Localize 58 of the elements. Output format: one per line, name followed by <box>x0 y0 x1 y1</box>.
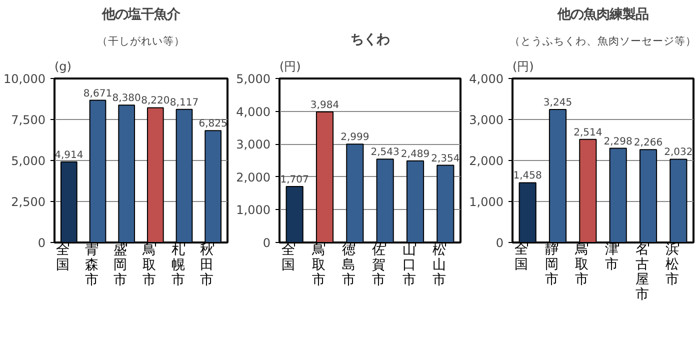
y-tick-label: 2,500 <box>11 195 46 209</box>
data-label: 6,825 <box>198 118 228 130</box>
x-tick-label: 松山市 <box>432 243 446 288</box>
x-tick-label: 鳥取市 <box>574 242 588 288</box>
data-label: 1,707 <box>280 174 309 186</box>
data-label: 2,266 <box>634 138 663 149</box>
x-tick-label: 秋田市 <box>200 243 214 288</box>
x-tick-label: 名古屋市 <box>635 242 648 302</box>
data-label: 8,380 <box>112 93 141 104</box>
data-label: 2,543 <box>370 147 400 158</box>
chart-title: 他の塩干魚介 <box>101 8 181 22</box>
x-tick-label: 鳥取市 <box>141 243 156 288</box>
y-tick-label: 0 <box>262 236 271 250</box>
y-axis-title: (円) <box>512 60 534 74</box>
x-tick-label: 札幌市 <box>171 243 184 288</box>
data-label: 2,514 <box>574 127 602 138</box>
y-tick-label: 1,000 <box>236 203 271 218</box>
data-label: 8,117 <box>170 97 199 108</box>
chart-subtitle: （干しがれい等） <box>97 34 185 48</box>
x-tick-label: 全国 <box>514 242 528 272</box>
x-tick-label: 佐賀市 <box>372 243 386 288</box>
x-tick-label: 津市 <box>605 242 618 272</box>
x-tick-label: 山口市 <box>402 243 416 288</box>
x-tick-label: 盛岡市 <box>114 243 127 288</box>
x-tick-label: 全国 <box>56 243 69 273</box>
y-tick-label: 1,000 <box>469 195 504 209</box>
x-tick-label: 静岡市 <box>544 242 558 288</box>
chart-title: 他の魚肉練製品 <box>556 8 648 22</box>
x-tick-label: 青森市 <box>84 243 98 288</box>
data-label: 2,032 <box>664 147 693 158</box>
y-tick-label: 10,000 <box>4 72 46 86</box>
y-tick-label: 0 <box>38 236 46 250</box>
data-label: 3,245 <box>543 97 572 108</box>
y-axis-title: (円) <box>280 60 301 74</box>
y-tick-label: 5,000 <box>236 72 271 86</box>
data-label: 3,984 <box>310 100 340 111</box>
data-label: 8,671 <box>83 88 112 100</box>
data-label: 2,298 <box>604 136 632 148</box>
y-tick-label: 2,000 <box>469 154 504 168</box>
data-label: 1,458 <box>513 170 542 182</box>
y-tick-label: 3,000 <box>236 138 271 152</box>
y-tick-label: 2,000 <box>236 170 271 184</box>
y-tick-label: 7,500 <box>11 113 46 127</box>
x-tick-label: 全国 <box>282 243 295 273</box>
y-tick-label: 0 <box>496 236 504 250</box>
x-tick-label: 徳島市 <box>342 243 355 288</box>
data-label: 2,354 <box>431 153 460 164</box>
chart-subtitle: （とうふちくわ、魚肉ソーセージ等） <box>510 34 696 48</box>
y-tick-label: 4,000 <box>236 104 271 119</box>
y-axis-title: (g) <box>54 60 72 74</box>
y-tick-label: 5,000 <box>11 154 46 168</box>
chart-title: ちくわ <box>350 32 390 48</box>
y-tick-label: 3,000 <box>469 113 504 127</box>
data-label: 2,999 <box>340 132 370 144</box>
y-tick-label: 4,000 <box>469 72 504 86</box>
data-label: 2,489 <box>400 148 430 160</box>
data-label: 8,220 <box>141 96 170 107</box>
x-tick-label: 鳥取市 <box>310 243 325 288</box>
